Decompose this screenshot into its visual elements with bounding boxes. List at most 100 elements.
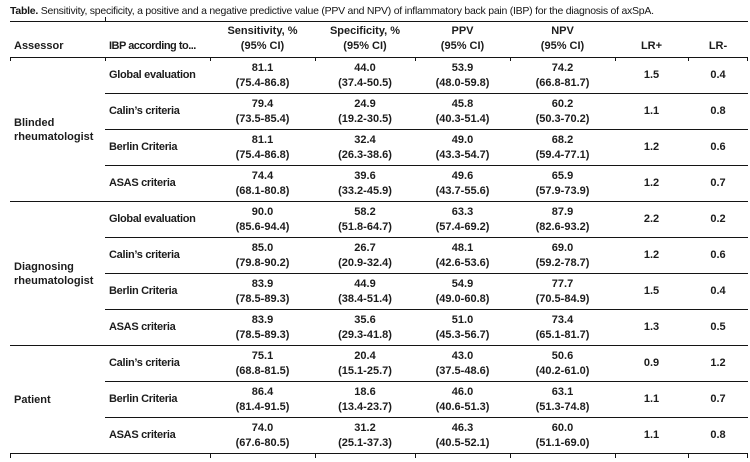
ppv-ci: (40.3-51.4) <box>435 112 490 125</box>
specificity-ci: (29.3-41.8) <box>338 328 392 341</box>
sensitivity-ci: (73.5-85.4) <box>235 112 290 125</box>
table-row: ASAS criteria 74.0 (67.6-80.5) 31.2 (25.1-… <box>10 417 748 454</box>
npv-value: 73.4 <box>551 313 574 326</box>
specificity-value: 18.6 <box>354 385 376 398</box>
specificity-value: 31.2 <box>354 421 376 434</box>
ppv-value: 63.3 <box>451 205 474 218</box>
sensitivity-ci: (67.6-80.5) <box>235 436 290 449</box>
criteria-cell: Calin’s criteria <box>105 345 210 382</box>
lr-plus-cell: 1.2 <box>615 237 688 274</box>
sensitivity-ci: (85.6-94.4) <box>235 220 290 233</box>
ppv-value: 45.8 <box>451 97 474 110</box>
npv-ci: (82.6-93.2) <box>535 220 590 233</box>
ppv-ci: (40.6-51.3) <box>435 400 490 413</box>
specificity-value: 20.4 <box>354 349 376 362</box>
column-header-specificity-ci: (95% CI) <box>343 40 387 52</box>
specificity-cell: 26.7 (20.9-32.4) <box>315 237 415 274</box>
sensitivity-cell: 81.1 (75.4-86.8) <box>210 129 315 166</box>
specificity-cell: 24.9 (19.2-30.5) <box>315 93 415 130</box>
specificity-value: 44.9 <box>354 277 376 290</box>
specificity-ci: (19.2-30.5) <box>338 112 392 125</box>
sensitivity-ci: (79.8-90.2) <box>235 256 290 269</box>
specificity-ci: (13.4-23.7) <box>338 400 392 413</box>
sensitivity-cell: 74.4 (68.1-80.8) <box>210 165 315 202</box>
lr-minus-cell: 0.2 <box>688 201 748 238</box>
ppv-cell: 46.3 (40.5-52.1) <box>415 417 510 454</box>
lr-minus-cell: 0.4 <box>688 57 748 94</box>
npv-value: 77.7 <box>551 277 574 290</box>
ppv-cell: 53.9 (48.0-59.8) <box>415 57 510 94</box>
criteria-cell: Global evaluation <box>105 201 210 238</box>
specificity-cell: 20.4 (15.1-25.7) <box>315 345 415 382</box>
specificity-cell: 35.6 (29.3-41.8) <box>315 309 415 346</box>
npv-ci: (59.4-77.1) <box>535 148 590 161</box>
sensitivity-value: 81.1 <box>251 133 274 146</box>
lr-minus-cell: 0.7 <box>688 381 748 418</box>
ppv-cell: 51.0 (45.3-56.7) <box>415 309 510 346</box>
npv-ci: (50.3-70.2) <box>535 112 590 125</box>
column-header-sensitivity-ci: (95% CI) <box>240 40 285 52</box>
sensitivity-value: 90.0 <box>251 205 274 218</box>
column-header-lr-plus: LR+ <box>615 21 688 58</box>
specificity-cell: 32.4 (26.3-38.6) <box>315 129 415 166</box>
lr-plus-cell: 1.1 <box>615 381 688 418</box>
ppv-ci: (43.7-55.6) <box>435 184 490 197</box>
ppv-cell: 43.0 (37.5-48.6) <box>415 345 510 382</box>
lr-minus-cell: 1.2 <box>688 345 748 382</box>
criteria-cell: Calin’s criteria <box>105 237 210 274</box>
sensitivity-cell: 79.4 (73.5-85.4) <box>210 93 315 130</box>
specificity-ci: (26.3-38.6) <box>338 148 392 161</box>
ppv-ci: (57.4-69.2) <box>435 220 490 233</box>
table-row: Berlin Criteria 86.4 (81.4-91.5) 18.6 (13.… <box>10 381 748 418</box>
sensitivity-ci: (78.5-89.3) <box>235 292 290 305</box>
criteria-cell: Berlin Criteria <box>105 273 210 310</box>
npv-cell: 77.7 (70.5-84.9) <box>510 273 615 310</box>
table-row: Blinded rheumatologist Global evaluation… <box>10 57 748 202</box>
specificity-ci: (37.4-50.5) <box>338 76 392 89</box>
npv-value: 74.2 <box>551 61 574 74</box>
criteria-cell: Berlin Criteria <box>105 381 210 418</box>
npv-ci: (57.9-73.9) <box>535 184 590 197</box>
assessor-cell: Patient <box>10 345 105 454</box>
ppv-value: 46.0 <box>451 385 474 398</box>
npv-cell: 73.4 (65.1-81.7) <box>510 309 615 346</box>
ppv-value: 43.0 <box>451 349 474 362</box>
lr-plus-cell: 2.2 <box>615 201 688 238</box>
specificity-cell: 39.6 (33.2-45.9) <box>315 165 415 202</box>
column-header-specificity-line1: Specificity, % <box>329 25 401 37</box>
ppv-cell: 49.0 (43.3-54.7) <box>415 129 510 166</box>
npv-ci: (65.1-81.7) <box>535 328 590 341</box>
lr-minus-cell: 0.4 <box>688 273 748 310</box>
ppv-cell: 46.0 (40.6-51.3) <box>415 381 510 418</box>
npv-value: 60.0 <box>551 421 574 434</box>
lr-plus-cell: 0.9 <box>615 345 688 382</box>
ppv-ci: (48.0-59.8) <box>435 76 490 89</box>
npv-cell: 87.9 (82.6-93.2) <box>510 201 615 238</box>
column-tick-marks <box>105 17 106 21</box>
table-caption-text: Sensitivity, specificity, a positive and… <box>38 5 654 17</box>
npv-cell: 63.1 (51.3-74.8) <box>510 381 615 418</box>
specificity-cell: 44.0 (37.4-50.5) <box>315 57 415 94</box>
npv-ci: (51.1-69.0) <box>535 436 590 449</box>
specificity-value: 44.0 <box>354 61 376 74</box>
column-tick-marks <box>10 454 11 458</box>
ppv-value: 48.1 <box>451 241 474 254</box>
npv-value: 69.0 <box>551 241 574 254</box>
ppv-value: 49.0 <box>451 133 474 146</box>
lr-minus-cell: 0.8 <box>688 417 748 454</box>
lr-plus-cell: 1.2 <box>615 165 688 202</box>
table-row: Berlin Criteria 81.1 (75.4-86.8) 32.4 (26.… <box>10 129 748 166</box>
specificity-value: 35.6 <box>354 313 376 326</box>
sensitivity-cell: 86.4 (81.4-91.5) <box>210 381 315 418</box>
sensitivity-cell: 85.0 (79.8-90.2) <box>210 237 315 274</box>
sensitivity-cell: 75.1 (68.8-81.5) <box>210 345 315 382</box>
lr-minus-cell: 0.6 <box>688 237 748 274</box>
table-row: Calin’s criteria 85.0 (79.8-90.2) 26.7 (20… <box>10 237 748 274</box>
ppv-value: 54.9 <box>451 277 474 290</box>
table-row: Calin’s criteria 79.4 (73.5-85.4) 24.9 (19… <box>10 93 748 130</box>
specificity-ci: (20.9-32.4) <box>338 256 392 269</box>
sensitivity-value: 75.1 <box>251 349 274 362</box>
table-row: Berlin Criteria 83.9 (78.5-89.3) 44.9 (38.… <box>10 273 748 310</box>
npv-ci: (40.2-61.0) <box>535 364 590 377</box>
criteria-cell: ASAS criteria <box>105 309 210 346</box>
